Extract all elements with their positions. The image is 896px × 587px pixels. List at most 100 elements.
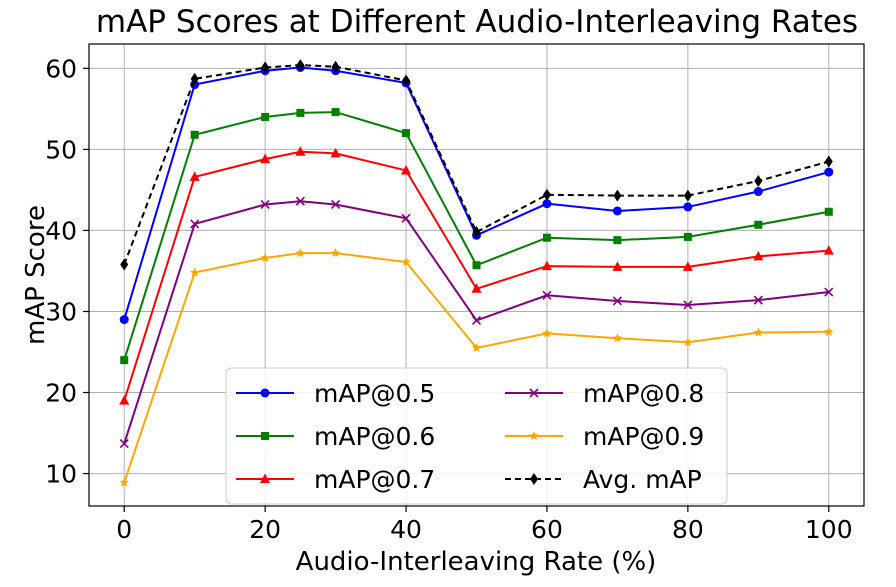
data-point	[683, 189, 692, 202]
x-tick-label: 20	[249, 515, 281, 544]
data-point	[401, 257, 411, 267]
data-point	[189, 171, 200, 181]
data-point	[612, 333, 623, 343]
data-point	[542, 188, 551, 201]
y-tick-label: 50	[45, 135, 77, 164]
data-point	[190, 219, 200, 229]
plot-frame	[88, 43, 865, 507]
x-tick-label: 0	[116, 515, 132, 544]
grid-lines	[89, 44, 864, 506]
data-point	[824, 207, 833, 216]
legend-label: mAP@0.5	[314, 379, 435, 408]
series-avg-map	[120, 59, 833, 271]
chart-title: mAP Scores at Different Audio-Interleavi…	[96, 4, 858, 40]
legend-item: mAP@0.8	[505, 379, 704, 408]
legend-box	[225, 367, 728, 505]
data-point	[190, 72, 199, 85]
y-axis-label: mAP Score	[21, 205, 51, 345]
data-point	[119, 477, 129, 487]
data-point	[120, 356, 129, 365]
y-tick-label: 10	[45, 460, 77, 489]
data-point	[260, 252, 270, 263]
data-point	[401, 213, 411, 223]
data-point	[824, 155, 833, 168]
legend-item: mAP@0.5	[236, 379, 435, 408]
data-point	[613, 189, 622, 202]
data-point	[330, 248, 341, 258]
series-map-0-5	[119, 63, 834, 325]
legend-marker	[261, 432, 269, 440]
series-line	[123, 111, 829, 361]
data-point	[120, 258, 129, 271]
series-line	[123, 64, 830, 265]
data-point	[189, 267, 200, 277]
data-point	[682, 261, 693, 271]
x-tick-label: 40	[390, 515, 422, 544]
data-point	[542, 328, 552, 338]
y-tick-label: 60	[45, 54, 77, 83]
data-point	[753, 187, 763, 197]
legend-label: mAP@0.9	[583, 422, 704, 451]
series-map-0-6	[120, 108, 833, 365]
data-point	[296, 108, 305, 117]
data-point	[471, 315, 482, 325]
data-point	[753, 250, 764, 261]
axis-ticks: 0 20 40 60 80 100 10 20 30 40 50 60	[45, 54, 852, 544]
y-tick-label: 20	[45, 379, 77, 408]
legend-item: mAP@0.9	[505, 422, 704, 451]
data-point	[612, 206, 622, 216]
legend-marker	[529, 388, 539, 398]
data-point	[119, 315, 129, 325]
data-point	[824, 326, 834, 336]
y-tick-label: 40	[45, 216, 77, 245]
data-point	[260, 199, 270, 210]
legend-item: mAP@0.7	[236, 465, 435, 494]
data-point	[472, 226, 481, 239]
data-point	[295, 196, 305, 206]
data-point	[753, 295, 763, 305]
data-point	[295, 146, 306, 156]
legend-label: mAP@0.6	[314, 422, 435, 451]
series-line	[123, 200, 829, 444]
data-point	[754, 220, 763, 229]
series-line	[123, 66, 830, 320]
data-point	[542, 290, 552, 300]
legend-marker	[260, 473, 270, 483]
data-point	[613, 236, 622, 245]
legend: mAP@0.5 mAP@0.6 mAP@0.7 mAP@0.8 mAP@0.9 Avg. …	[225, 367, 728, 505]
data-point	[330, 147, 341, 158]
data-point	[824, 287, 834, 297]
data-point	[823, 245, 834, 255]
legend-label: mAP@0.7	[314, 465, 435, 494]
data-point	[261, 61, 270, 74]
data-point	[683, 337, 693, 347]
legend-label: mAP@0.8	[583, 379, 704, 408]
data-point	[119, 439, 129, 449]
data-point	[542, 233, 551, 242]
legend-marker	[260, 388, 270, 398]
data-point	[472, 261, 481, 270]
data-point	[612, 261, 623, 271]
series-map-0-7	[119, 146, 834, 405]
data-point	[296, 59, 305, 72]
data-point	[753, 327, 764, 337]
data-point	[683, 202, 693, 212]
series-map-0-8	[119, 196, 834, 449]
data-point	[331, 108, 340, 117]
data-point	[119, 395, 130, 405]
data-point	[471, 283, 482, 293]
data-point	[190, 130, 199, 139]
data-point	[331, 199, 341, 210]
series-map-0-9	[119, 248, 834, 487]
data-point	[541, 260, 552, 271]
data-point	[612, 296, 622, 306]
legend-item: mAP@0.6	[236, 422, 435, 451]
data-point	[471, 342, 482, 352]
legend-label: Avg. mAP	[583, 465, 702, 494]
data-point	[402, 129, 411, 138]
legend-item: Avg. mAP	[505, 465, 702, 494]
x-tick-label: 60	[531, 515, 563, 544]
x-axis-label: Audio-Interleaving Rate (%)	[296, 547, 657, 577]
x-tick-label: 80	[672, 515, 704, 544]
